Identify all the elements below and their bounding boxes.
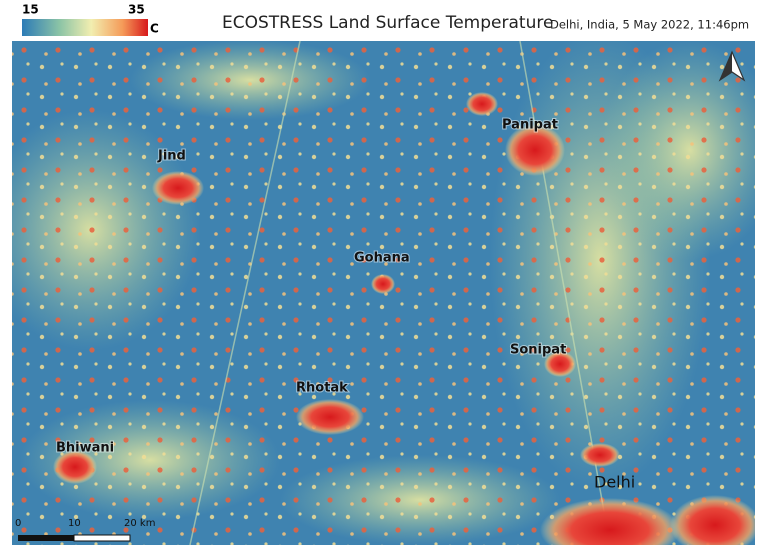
place-label: Panipat [502,118,558,133]
colorbar [22,19,148,36]
title: ECOSTRESS Land Surface Temperature [222,13,553,33]
map [12,41,755,545]
scale-label: 20 km [124,518,155,529]
colorbar-unit: C [150,22,159,36]
colorbar-max: 35 [128,3,145,17]
place-label: Bhiwani [56,441,114,456]
subtitle: Delhi, India, 5 May 2022, 11:46pm [550,18,749,32]
place-label: Gohana [354,251,410,266]
scale-bar [18,534,131,542]
colorbar-min: 15 [22,3,39,17]
north-arrow [718,50,746,82]
place-label: Rhotak [296,381,348,396]
place-label: Sonipat [510,343,566,358]
place-label: Delhi [594,473,635,492]
scale-label: 10 [68,518,81,529]
place-label: Jind [157,149,186,164]
scale-label: 0 [15,518,21,529]
